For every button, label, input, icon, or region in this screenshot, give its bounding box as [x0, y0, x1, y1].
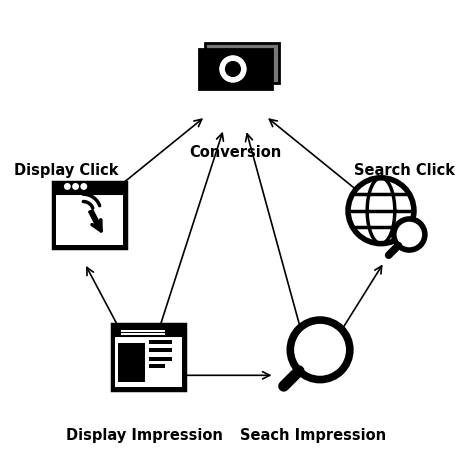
Circle shape: [290, 320, 350, 380]
Bar: [56, 194, 123, 246]
Bar: [149, 364, 164, 369]
Circle shape: [348, 179, 414, 244]
Bar: [121, 333, 164, 335]
Bar: [149, 357, 172, 361]
Bar: [53, 183, 126, 249]
Text: Display Impression: Display Impression: [66, 427, 223, 442]
Circle shape: [392, 218, 427, 252]
Bar: [56, 186, 123, 194]
Bar: [115, 328, 182, 336]
Circle shape: [220, 57, 246, 83]
FancyArrow shape: [89, 210, 102, 230]
Bar: [149, 341, 172, 344]
Bar: [115, 336, 182, 387]
Text: Display Click: Display Click: [14, 162, 118, 178]
Bar: [199, 50, 273, 90]
Circle shape: [73, 185, 78, 190]
Bar: [121, 330, 164, 332]
Bar: [205, 44, 279, 84]
Text: Search Click: Search Click: [354, 162, 455, 178]
Circle shape: [226, 62, 240, 77]
Bar: [112, 325, 185, 390]
Text: Seach Impression: Seach Impression: [240, 427, 386, 442]
Circle shape: [81, 185, 86, 190]
Text: Conversion: Conversion: [189, 145, 282, 159]
Circle shape: [394, 219, 425, 251]
Bar: [118, 343, 145, 382]
Bar: [149, 348, 172, 353]
Circle shape: [64, 185, 70, 190]
